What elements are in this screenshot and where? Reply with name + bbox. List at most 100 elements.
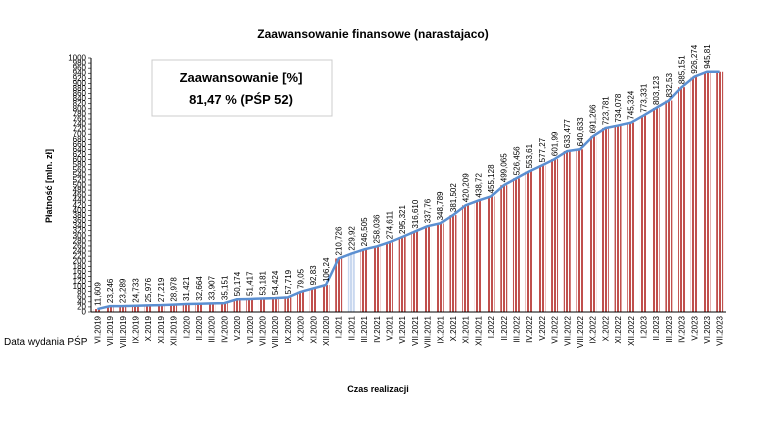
y-tick-label: 620	[73, 150, 87, 159]
y-tick-label: 640	[73, 145, 87, 154]
y-tick-label: 720	[73, 125, 87, 134]
bar	[233, 299, 241, 312]
y-tick-label: 920	[73, 74, 87, 83]
y-tick-label: 100	[73, 282, 87, 291]
bar	[411, 231, 419, 312]
x-tick-label: XII.2019	[170, 315, 179, 345]
data-label: 57,719	[284, 269, 293, 294]
bar	[551, 159, 559, 312]
bar	[436, 223, 444, 312]
x-tick-label: XI.2020	[309, 315, 318, 343]
data-label: 926,274	[690, 44, 699, 73]
y-tick-label: 200	[73, 257, 87, 266]
x-tick-label: XI.2021	[462, 315, 471, 343]
bar	[678, 87, 686, 312]
y-tick-label: 660	[73, 140, 87, 149]
x-tick-label: IX.2021	[436, 315, 445, 343]
x-tick-label: VIII.2022	[576, 315, 585, 348]
data-label: 773,331	[639, 83, 648, 112]
x-tick-label: VI.2023	[703, 315, 712, 343]
annotation-box: Zaawansowanie [%] 81,47 % (PŚP 52)	[151, 59, 333, 117]
data-label: 640,633	[576, 117, 585, 146]
y-tick-label: 400	[73, 206, 87, 215]
bar	[309, 288, 317, 312]
data-label: 24,733	[131, 278, 140, 303]
x-tick-label: III.2023	[665, 315, 674, 342]
bar	[652, 108, 660, 312]
y-tick-label: 240	[73, 247, 87, 256]
y-axis-ticks: 0204060801001201401601802002202402602803…	[68, 54, 91, 317]
y-tick-label: 360	[73, 216, 87, 225]
data-label: 54,424	[271, 270, 280, 295]
x-tick-label: IV.2022	[525, 315, 534, 342]
data-label: 50,174	[233, 271, 242, 296]
x-tick-label: XII.2020	[322, 315, 331, 345]
y-tick-label: 40	[77, 297, 86, 306]
y-tick-label: 500	[73, 181, 87, 190]
y-tick-label: 880	[73, 84, 87, 93]
y-tick-label: 120	[73, 277, 87, 286]
y-tick-label: 760	[73, 114, 87, 123]
data-label: 25,976	[144, 277, 153, 302]
data-label: 210,726	[335, 226, 344, 255]
bar	[220, 303, 228, 312]
cumulative-line	[97, 70, 720, 311]
data-label: 31,421	[182, 276, 191, 301]
bar	[119, 306, 127, 312]
bar	[716, 71, 724, 313]
data-label: 601,99	[551, 131, 560, 156]
x-tick-label: X.2020	[297, 315, 306, 341]
data-label: 274,611	[385, 210, 394, 239]
bar	[639, 115, 647, 312]
y-tick-label: 940	[73, 69, 87, 78]
bar	[208, 303, 216, 312]
data-label: 381,502	[449, 183, 458, 212]
x-tick-label: X.2019	[144, 315, 153, 341]
data-label: 28,978	[170, 277, 179, 302]
bar	[424, 226, 432, 312]
y-axis-label: Płatność [mln. zł]	[44, 149, 54, 223]
y-tick-label: 960	[73, 64, 87, 73]
bar	[182, 304, 190, 312]
x-tick-label: V.2023	[690, 315, 699, 340]
y-tick-label: 700	[73, 130, 87, 139]
x-tick-label: V.2022	[538, 315, 547, 340]
x-tick-label: X.2022	[601, 315, 610, 341]
y-tick-label: 820	[73, 99, 87, 108]
data-label: 526,456	[512, 146, 521, 175]
y-tick-label: 460	[73, 191, 87, 200]
bar	[284, 297, 292, 312]
bar	[131, 305, 139, 312]
y-tick-label: 340	[73, 221, 87, 230]
data-label: 420,209	[462, 173, 471, 202]
x-tick-label: IV.2021	[373, 315, 382, 342]
data-labels: 11,609 23,246 23,289 24,733 25,976 27,219 28,9…	[93, 44, 712, 306]
bar	[538, 165, 546, 312]
data-label: 945,81	[703, 44, 712, 69]
data-label: 499,065	[500, 153, 509, 182]
y-tick-label: 20	[77, 302, 86, 311]
bar	[665, 100, 673, 312]
data-label: 35,151	[220, 275, 229, 300]
bar	[297, 291, 305, 312]
x-tick-label: VI.2021	[398, 315, 407, 343]
y-tick-label: 480	[73, 186, 87, 195]
data-label: 92,83	[309, 265, 318, 286]
bar	[627, 122, 635, 312]
bar	[576, 149, 584, 312]
bar	[144, 305, 152, 312]
bar	[690, 76, 698, 312]
x-tick-label: VII.2020	[258, 315, 267, 345]
side-note: Data wydania PŚP	[4, 335, 88, 348]
data-label: 577,27	[538, 137, 547, 162]
data-label: 23,246	[106, 278, 115, 303]
bar	[246, 298, 254, 312]
x-tick-label: XI.2019	[157, 315, 166, 343]
x-tick-label: VII.2023	[716, 315, 725, 345]
annotation-box-frame	[151, 59, 333, 117]
bar	[512, 178, 520, 312]
bar	[474, 200, 482, 312]
x-tick-label: VI.2020	[246, 315, 255, 343]
y-tick-label: 980	[73, 59, 87, 68]
